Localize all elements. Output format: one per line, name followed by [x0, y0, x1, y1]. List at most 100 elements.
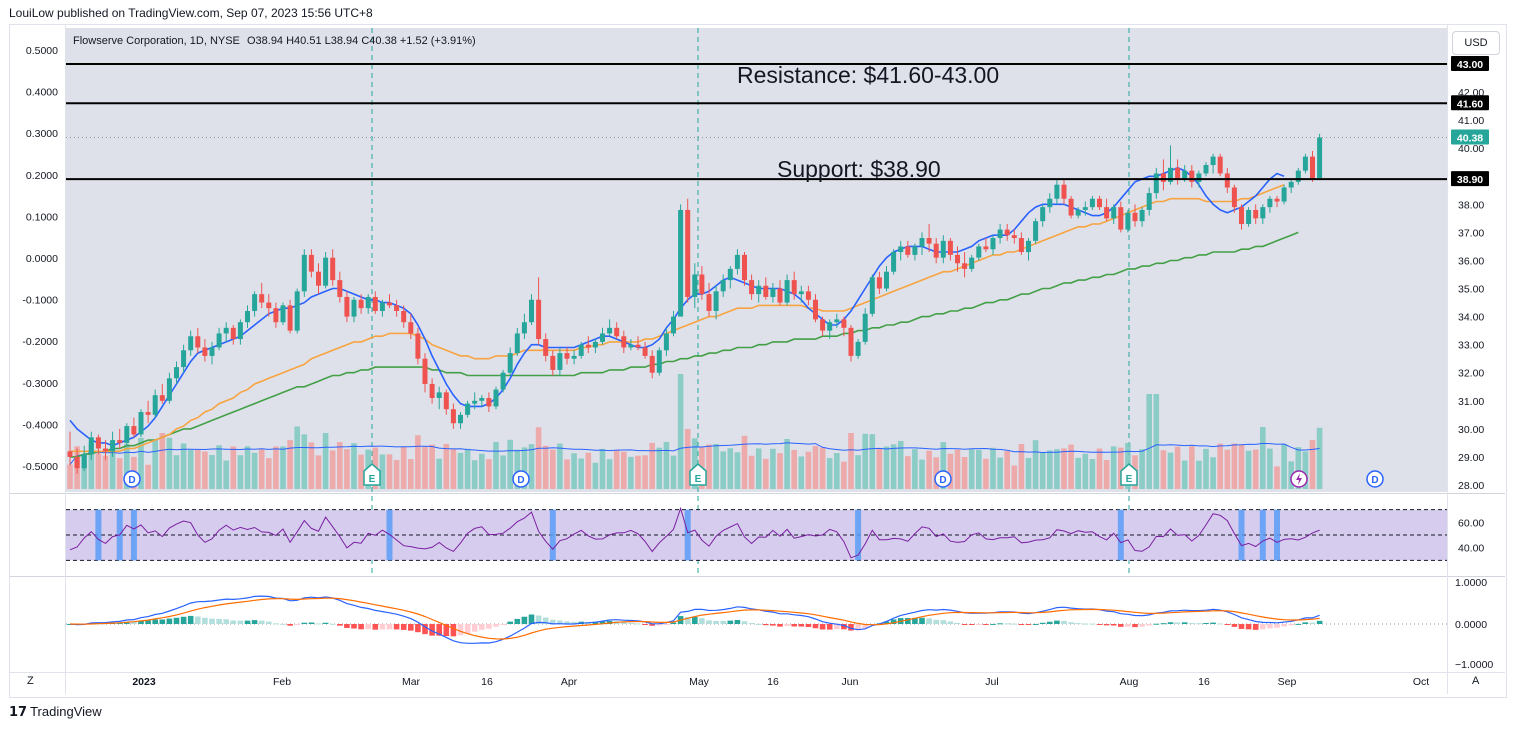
candle[interactable]	[990, 235, 996, 255]
candle[interactable]	[1097, 195, 1102, 210]
candle[interactable]	[962, 252, 968, 278]
symbol-legend[interactable]: Flowserve Corporation, 1D, NYSE O38.94 H…	[73, 35, 476, 47]
candle[interactable]	[1281, 184, 1287, 205]
candle[interactable]	[997, 223, 1003, 244]
candle[interactable]	[869, 274, 875, 317]
candle[interactable]	[230, 325, 236, 345]
candle[interactable]	[436, 386, 442, 410]
candle[interactable]	[550, 350, 556, 376]
candle[interactable]	[713, 285, 719, 320]
candle[interactable]	[955, 246, 960, 272]
candle[interactable]	[578, 341, 584, 359]
candle[interactable]	[188, 330, 194, 356]
candle[interactable]	[458, 412, 463, 429]
candle[interactable]	[536, 277, 542, 345]
candle[interactable]	[784, 274, 790, 306]
candle[interactable]	[1175, 159, 1181, 185]
candle[interactable]	[763, 277, 769, 300]
candle[interactable]	[195, 327, 201, 354]
candle[interactable]	[1246, 207, 1252, 227]
footer-brand[interactable]: 17 TradingView	[9, 704, 102, 720]
candle[interactable]	[422, 353, 428, 393]
candle[interactable]	[337, 271, 343, 303]
candle[interactable]	[1011, 229, 1017, 244]
zoom-reset-button[interactable]: Z	[27, 675, 34, 687]
candle[interactable]	[749, 274, 755, 300]
candle[interactable]	[131, 417, 137, 438]
candle[interactable]	[316, 263, 321, 295]
candle[interactable]	[1104, 198, 1110, 222]
candle[interactable]	[216, 327, 222, 351]
candle[interactable]	[635, 336, 641, 351]
earnings-event-icon[interactable]: E	[689, 463, 707, 486]
candle[interactable]	[259, 282, 265, 309]
candle[interactable]	[678, 204, 684, 317]
candle[interactable]	[74, 448, 80, 474]
candle[interactable]	[1317, 133, 1323, 178]
candle[interactable]	[1061, 179, 1067, 205]
candle[interactable]	[266, 294, 272, 317]
candle[interactable]	[500, 369, 506, 393]
candle[interactable]	[1239, 204, 1244, 230]
candle[interactable]	[1033, 218, 1039, 244]
candle[interactable]	[1260, 204, 1266, 224]
candle[interactable]	[1253, 204, 1259, 224]
candle[interactable]	[138, 409, 144, 438]
candle[interactable]	[727, 266, 733, 289]
candle[interactable]	[1040, 204, 1046, 227]
candle[interactable]	[95, 434, 101, 455]
candle[interactable]	[720, 274, 726, 297]
candle[interactable]	[1189, 165, 1195, 188]
candle[interactable]	[891, 249, 897, 275]
candle[interactable]	[372, 291, 378, 314]
candle[interactable]	[1160, 159, 1166, 191]
candle[interactable]	[1231, 184, 1237, 213]
candle[interactable]	[117, 428, 123, 449]
candle[interactable]	[798, 285, 804, 303]
candle[interactable]	[1026, 238, 1031, 261]
candle[interactable]	[493, 386, 499, 410]
candle[interactable]	[1139, 207, 1145, 227]
split-event-icon[interactable]	[1290, 470, 1308, 488]
candle[interactable]	[486, 392, 492, 413]
candle[interactable]	[933, 238, 939, 264]
candle[interactable]	[592, 339, 598, 354]
candle[interactable]	[507, 347, 513, 376]
dividend-event-icon[interactable]: D	[1366, 470, 1384, 488]
candle[interactable]	[905, 240, 911, 258]
candle[interactable]	[1068, 195, 1074, 219]
candle[interactable]	[621, 330, 627, 354]
candle[interactable]	[607, 319, 613, 337]
candle[interactable]	[756, 280, 762, 303]
candle[interactable]	[394, 299, 400, 317]
candle[interactable]	[1132, 204, 1138, 227]
candle[interactable]	[294, 288, 300, 334]
candle[interactable]	[223, 322, 229, 342]
candle[interactable]	[103, 440, 108, 460]
candle[interactable]	[429, 378, 435, 404]
candle[interactable]	[174, 361, 179, 384]
candle[interactable]	[671, 310, 676, 337]
candle[interactable]	[699, 266, 705, 300]
candle[interactable]	[884, 266, 889, 292]
candle[interactable]	[692, 263, 698, 309]
candle[interactable]	[912, 243, 918, 261]
dividend-event-icon[interactable]: D	[123, 470, 141, 488]
candle[interactable]	[926, 223, 932, 253]
candle[interactable]	[67, 431, 73, 466]
candle[interactable]	[344, 291, 350, 323]
candle[interactable]	[940, 235, 946, 264]
candle[interactable]	[529, 294, 534, 326]
candle[interactable]	[323, 252, 329, 289]
candle[interactable]	[1302, 153, 1308, 174]
candle[interactable]	[1004, 223, 1010, 241]
candle[interactable]	[876, 271, 882, 295]
candle[interactable]	[862, 308, 868, 345]
candle[interactable]	[1203, 162, 1209, 177]
candle[interactable]	[1018, 232, 1024, 255]
candle[interactable]	[742, 252, 747, 286]
candle[interactable]	[1075, 207, 1081, 219]
candle[interactable]	[600, 327, 605, 345]
candle[interactable]	[734, 249, 740, 275]
candle[interactable]	[351, 296, 357, 323]
